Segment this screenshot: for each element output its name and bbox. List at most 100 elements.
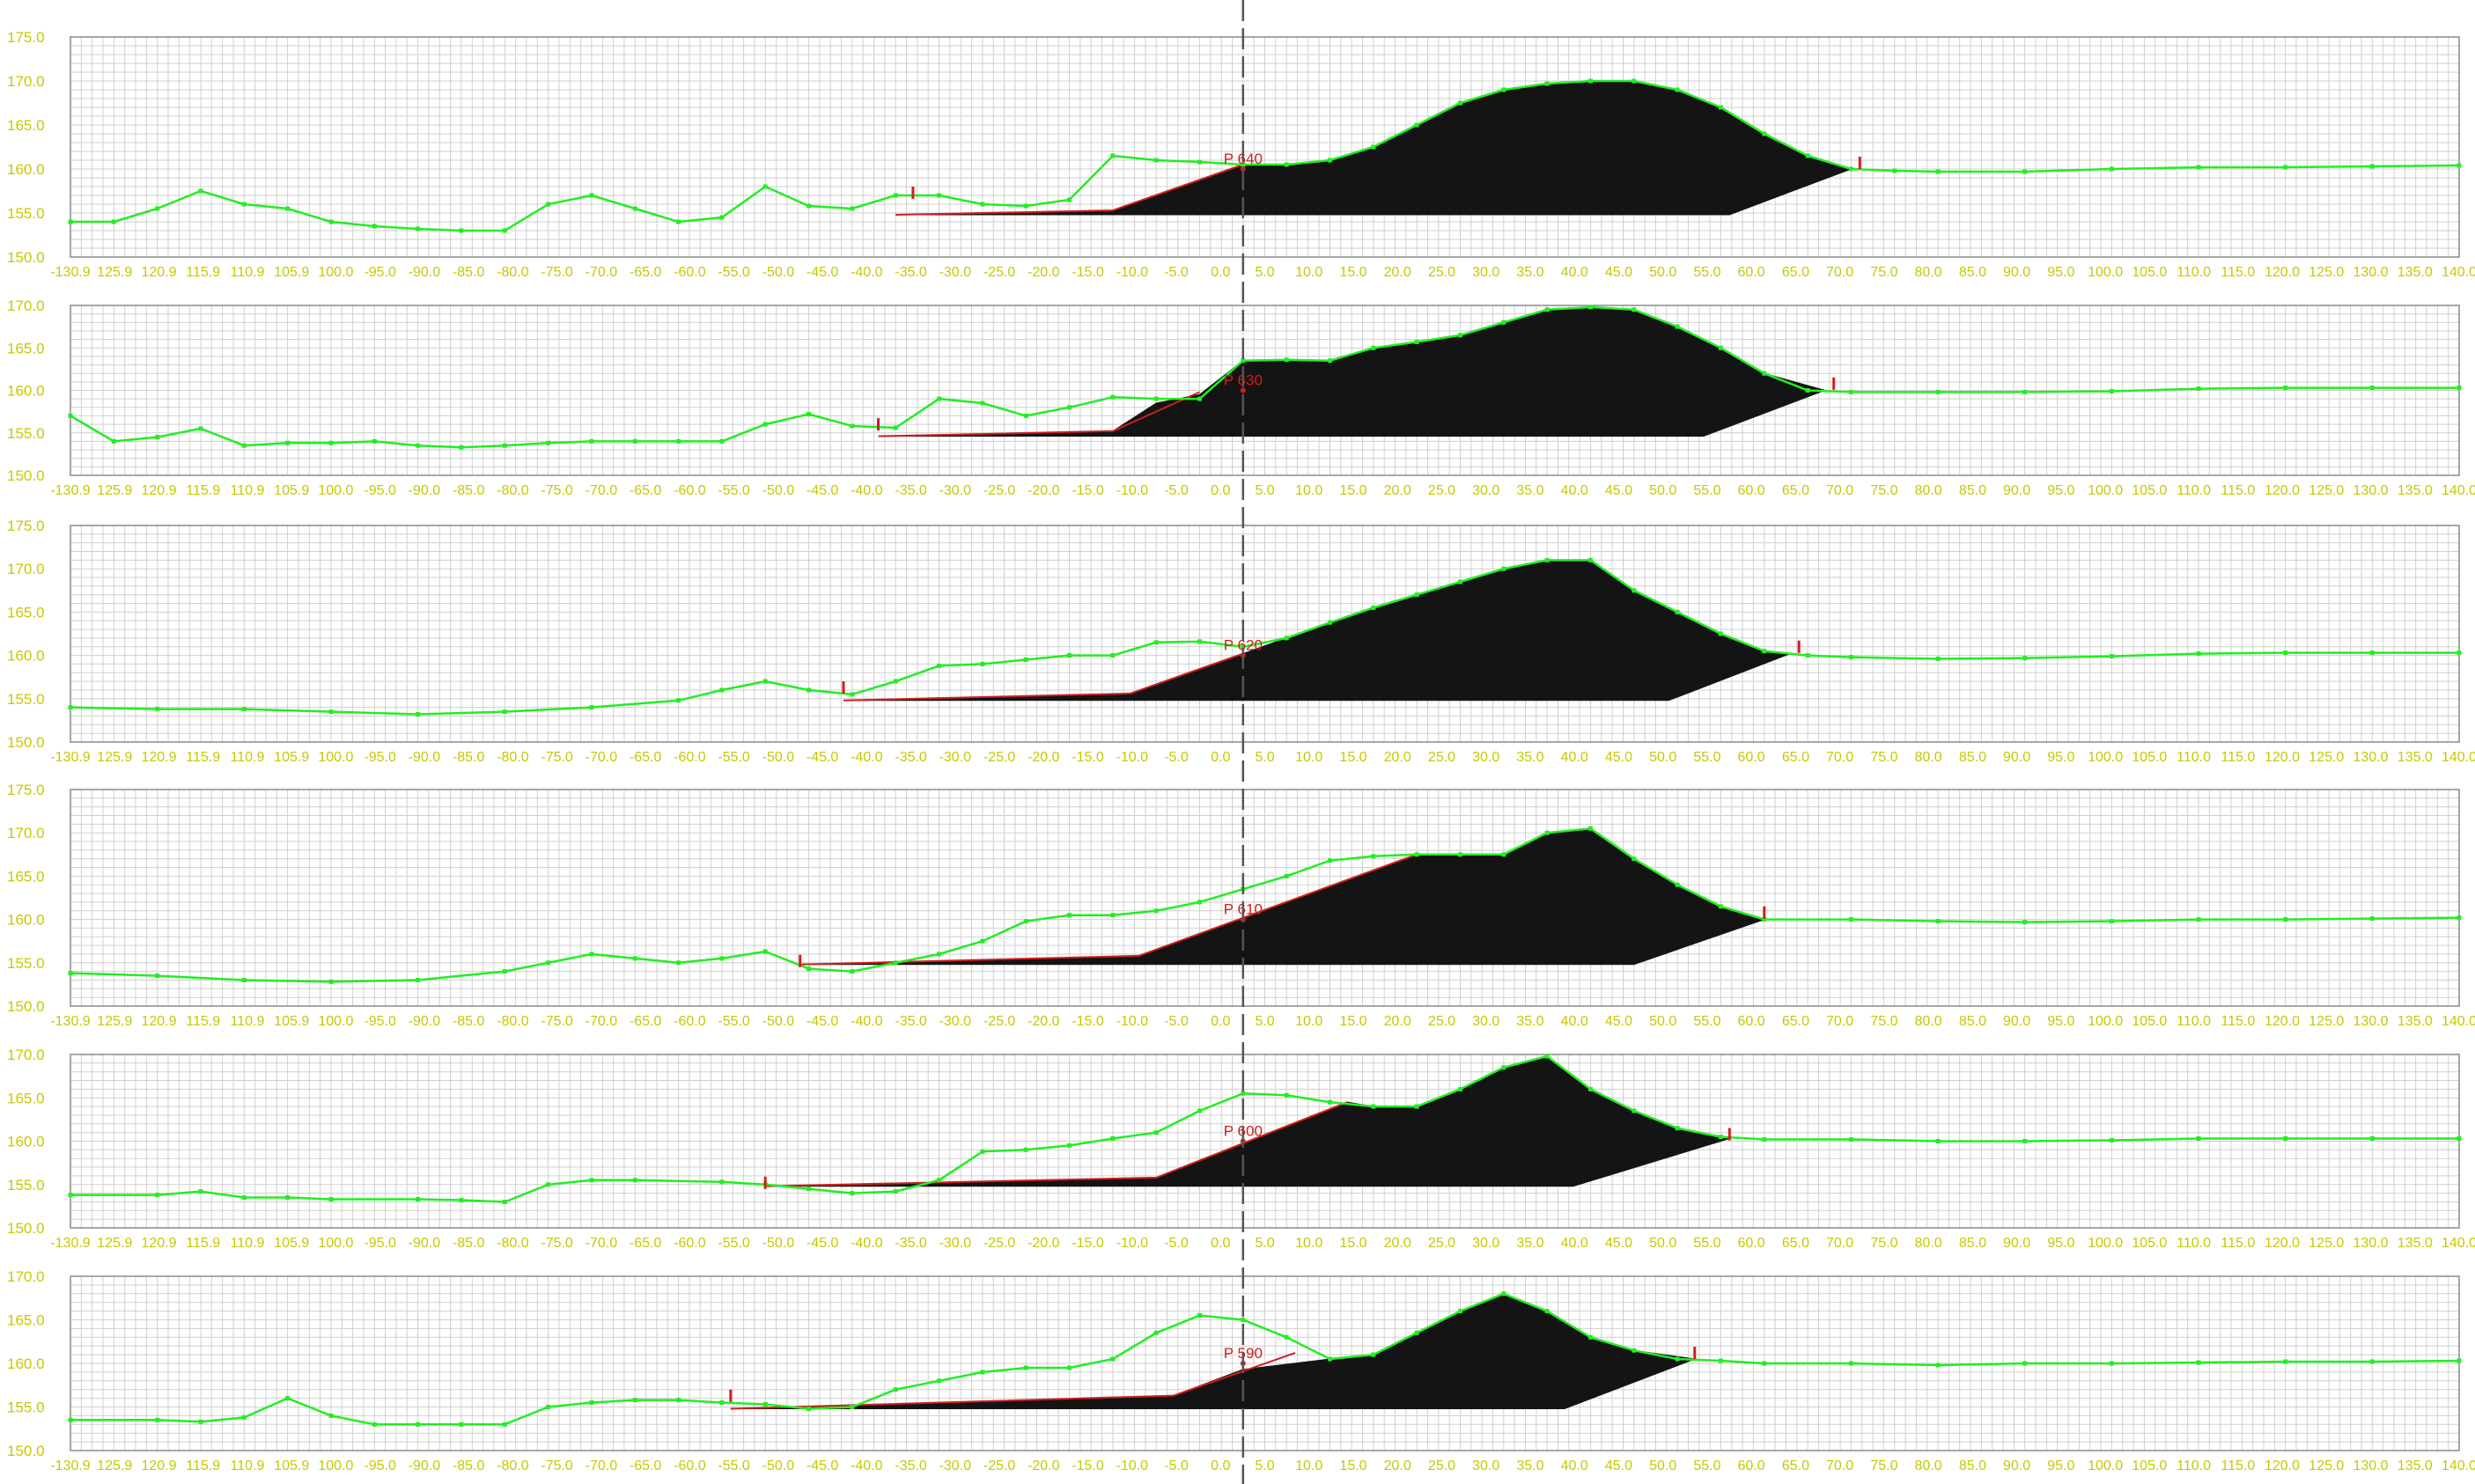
ground-point [1023,658,1028,662]
x-tick-label: 50.0 [1649,1236,1676,1251]
ground-point [416,226,421,231]
ground-point [416,712,421,716]
grid [70,525,2460,743]
x-tick-label: -90.0 [409,750,441,765]
x-tick-label: 110.0 [2177,265,2211,280]
ground-point [1371,1104,1376,1109]
x-tick-label: 135.0 [2398,1458,2433,1473]
ground-point [1458,1309,1462,1314]
x-tick-label: -25.0 [983,750,1016,765]
ground-point [1284,1334,1289,1340]
x-tick-label: 95.0 [2047,1236,2074,1251]
x-tick-label: 130.0 [2353,1458,2388,1473]
ground-point [1110,394,1116,400]
x-tick-label: -80.0 [497,1014,529,1029]
x-tick-label: -75.0 [541,1014,573,1029]
ground-point [1935,1139,1941,1143]
x-tick-label: 115.9 [186,1236,220,1251]
x-tick-label: -50.0 [762,483,795,498]
x-tick-label: 20.0 [1384,1236,1411,1251]
x-tick-label: 75.0 [1870,1236,1897,1251]
ground-point [2196,165,2201,170]
ground-point [372,438,377,444]
ground-point [2369,650,2375,656]
ground-point [1718,631,1723,636]
x-tick-label: -65.0 [630,265,662,280]
x-tick-label: 115.9 [186,265,220,280]
x-tick-label: 135.0 [2398,265,2433,280]
x-tick-label: -130.9 [50,750,90,765]
ground-point [1328,158,1332,163]
ground-point [1153,396,1159,401]
x-tick-label: -35.0 [895,265,927,280]
ground-point [1544,1054,1550,1059]
ground-point [807,687,812,693]
x-tick-label: 110.9 [231,483,265,498]
x-tick-label: -60.0 [674,265,706,280]
y-tick-label: 175.0 [7,29,45,46]
y-tick-label: 170.0 [7,1047,45,1063]
ground-point [2109,166,2114,172]
x-tick-label: 115.0 [2221,750,2255,765]
x-tick-label: 35.0 [1516,1014,1543,1029]
ground-point [2196,917,2201,922]
x-tick-label: 130.0 [2353,1014,2388,1029]
ground-point [719,215,725,220]
x-tick-label: -90.0 [409,1236,441,1251]
x-tick-label: 125.0 [2309,750,2344,765]
plot-frame [70,1275,2460,1451]
x-tick-label: 105.9 [274,265,309,280]
x-tick-label: -50.0 [762,750,795,765]
ground-point [1067,1365,1072,1370]
x-tick-label: -40.0 [851,1458,883,1473]
x-tick-label: 125.0 [2309,1458,2344,1473]
design-line [730,1352,1296,1410]
x-tick-label: -10.0 [1116,1458,1149,1473]
x-tick-label: -85.0 [453,750,485,765]
x-tick-label: 50.0 [1649,1458,1676,1473]
x-tick-label: 115.9 [186,1014,220,1029]
x-tick-label: 10.0 [1295,1014,1322,1029]
ground-point [155,1193,160,1198]
x-tick-label: -75.0 [541,1236,573,1251]
x-tick-label: -80.0 [497,483,529,498]
ground-point [937,1378,941,1384]
ground-point [1935,657,1941,661]
x-tick-label: -5.0 [1164,483,1189,498]
ground-point [1067,913,1072,918]
ground-point [893,425,898,430]
x-tick-label: -25.0 [983,1236,1016,1251]
ground-point [1153,1130,1159,1135]
ground-point [762,949,768,954]
x-tick-label: 55.0 [1693,265,1720,280]
x-tick-label: 45.0 [1605,265,1632,280]
x-tick-label: 140.0 [2442,1236,2475,1251]
ground-point [502,709,507,715]
x-tick-label: 15.0 [1339,1458,1366,1473]
x-tick-label: 120.9 [141,483,176,498]
x-tick-label: 115.0 [2221,1458,2255,1473]
ground-point [241,1195,247,1200]
x-tick-label: 35.0 [1516,1236,1543,1251]
x-tick-label: 20.0 [1384,1014,1411,1029]
ground-point [1023,1147,1028,1152]
y-tick-label: 170.0 [7,73,45,90]
x-tick-label: 45.0 [1605,1236,1632,1251]
x-tick-label: 85.0 [1959,483,1986,498]
x-tick-label: 140.0 [2442,1458,2475,1473]
x-tick-label: 25.0 [1428,265,1455,280]
ground-point [1718,1358,1723,1363]
x-tick-label: 20.0 [1384,265,1411,280]
x-tick-label: -95.0 [364,1458,396,1473]
x-tick-label: 105.0 [2132,1458,2167,1473]
x-tick-label: 120.0 [2265,1014,2300,1029]
x-tick-label: 0.0 [1211,483,1230,498]
ground-point [2457,1358,2462,1363]
x-tick-label: 105.9 [274,1458,309,1473]
ground-point [2457,1136,2462,1141]
x-tick-label: 110.9 [231,1458,265,1473]
x-tick-label: -95.0 [364,265,396,280]
ground-point [719,1400,725,1405]
x-tick-label: 105.0 [2132,1236,2167,1251]
ground-point [1544,81,1550,86]
